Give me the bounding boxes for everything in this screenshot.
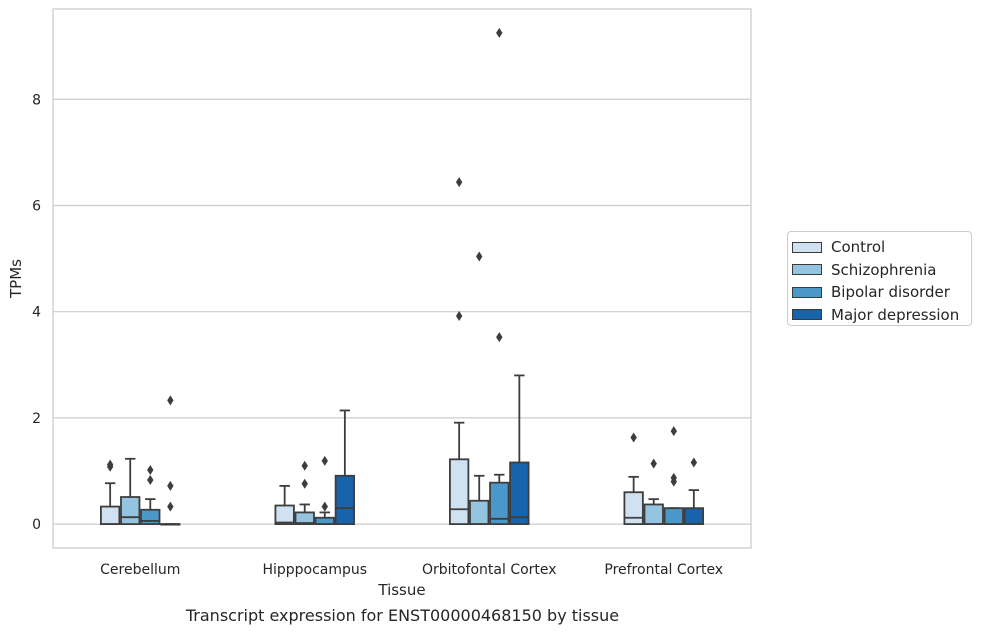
- outlier-point: [476, 251, 483, 262]
- legend-label: Control: [831, 238, 886, 257]
- legend-item: Bipolar disorder: [792, 281, 971, 304]
- box-major-depression: [509, 374, 530, 526]
- outlier-point: [106, 459, 114, 470]
- chart-caption: Transcript expression for ENST0000046815…: [185, 606, 620, 625]
- outlier-point: [321, 455, 328, 466]
- boxes: [100, 27, 704, 526]
- outlier-point: [147, 464, 154, 475]
- outlier-point: [455, 310, 463, 321]
- outlier-point: [455, 177, 463, 188]
- legend-swatch: [792, 241, 822, 253]
- legend: Control Schizophrenia Bipolar disorder Majo…: [787, 231, 972, 326]
- outlier-point: [670, 426, 677, 437]
- y-tick-label: 8: [32, 92, 41, 108]
- box-body: [274, 504, 295, 526]
- outlier-point: [167, 501, 174, 512]
- box-control: [623, 432, 644, 526]
- legend-item: Major depression: [792, 304, 971, 327]
- x-tick-label: Orbitofontal Cortex: [422, 562, 557, 578]
- y-tick-labels: 0 2 4 6 8: [32, 92, 41, 533]
- legend-item: Control: [792, 236, 971, 259]
- box-major-depression: [160, 395, 181, 526]
- legend-item: Schizophrenia: [792, 259, 971, 282]
- y-axis-title: TPMs: [7, 259, 25, 299]
- outlier-point: [301, 478, 308, 489]
- x-tick-label: Cerebellum: [100, 562, 180, 578]
- box-schizophrenia: [294, 460, 315, 526]
- box-body: [489, 481, 510, 526]
- outlier-point: [630, 432, 637, 443]
- y-tick-label: 6: [32, 198, 41, 214]
- box-control: [274, 484, 295, 526]
- legend-swatch: [792, 309, 822, 321]
- legend-label: Major depression: [831, 305, 960, 324]
- box-body: [643, 503, 664, 526]
- box-body: [663, 507, 684, 526]
- box-body: [683, 507, 704, 526]
- outlier-point: [301, 460, 308, 471]
- y-tick-label: 4: [32, 305, 41, 321]
- gridlines: [53, 98, 751, 525]
- x-axis-title: Tissue: [377, 581, 425, 599]
- outlier-point: [496, 332, 503, 343]
- box-body: [334, 474, 355, 526]
- outlier-point: [321, 501, 328, 512]
- box-body: [120, 496, 141, 526]
- box-schizophrenia: [643, 458, 664, 526]
- y-tick-label: 2: [32, 411, 41, 427]
- box-control: [449, 177, 470, 526]
- box-body: [140, 508, 161, 526]
- box-body: [509, 461, 530, 526]
- box-body: [314, 516, 335, 526]
- box-major-depression: [683, 457, 704, 526]
- box-body: [100, 505, 121, 526]
- y-tick-label: 0: [32, 517, 41, 533]
- outlier-point: [167, 395, 174, 406]
- box-bipolar-disorder: [489, 27, 510, 526]
- box-body: [469, 499, 490, 526]
- x-tick-labels: Cerebellum Hipppocampus Orbitofontal Corte…: [100, 562, 723, 578]
- box-major-depression: [334, 409, 355, 526]
- plot-frame: [52, 8, 752, 549]
- box-bipolar-disorder: [140, 464, 161, 526]
- box-body: [294, 511, 315, 526]
- box-control: [100, 459, 121, 526]
- outlier-point: [650, 458, 657, 469]
- outlier-point: [167, 480, 174, 491]
- legend-label: Bipolar disorder: [831, 283, 950, 302]
- box-body: [449, 458, 470, 526]
- box-schizophrenia: [469, 251, 490, 526]
- legend-swatch: [792, 264, 822, 276]
- box-schizophrenia: [120, 457, 141, 526]
- outlier-point: [690, 457, 698, 468]
- box-bipolar-disorder: [663, 426, 684, 526]
- outlier-point: [147, 475, 154, 486]
- box-bipolar-disorder: [314, 455, 335, 526]
- outlier-point: [670, 472, 677, 483]
- x-tick-label: Hipppocampus: [262, 562, 367, 578]
- x-tick-label: Prefrontal Cortex: [604, 562, 723, 578]
- legend-swatch: [792, 286, 822, 298]
- legend-label: Schizophrenia: [831, 260, 937, 279]
- outlier-point: [496, 27, 503, 38]
- box-body: [623, 491, 644, 526]
